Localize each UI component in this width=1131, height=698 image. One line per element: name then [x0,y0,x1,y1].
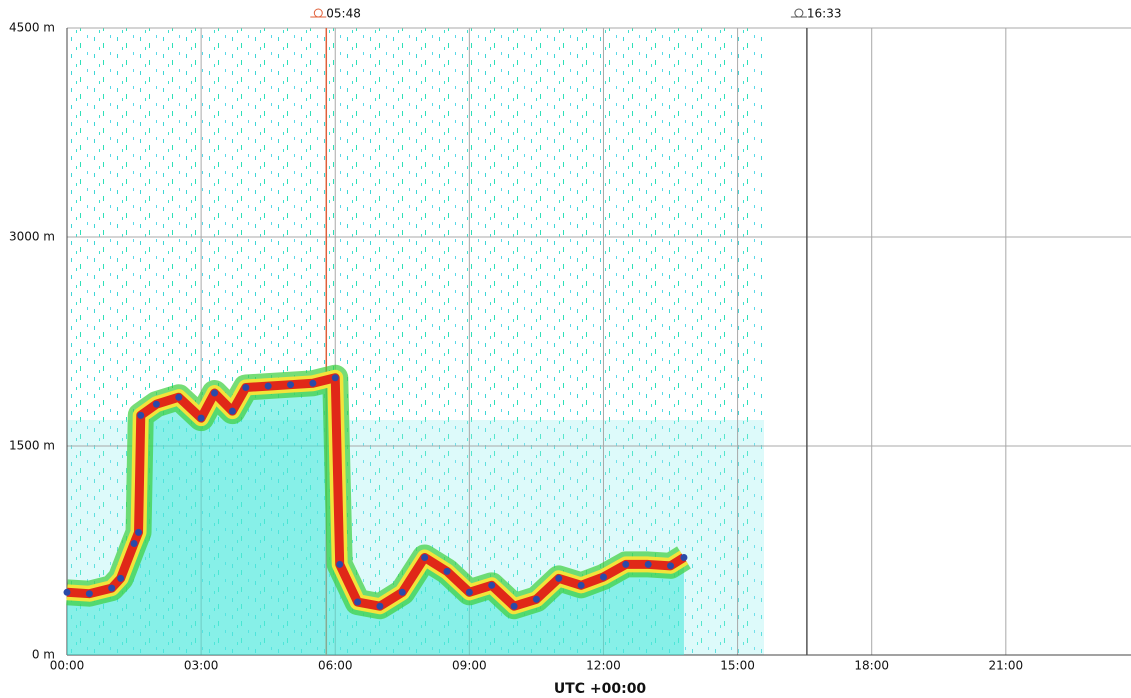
cloud-base-point [533,596,540,603]
cloud-base-point [175,394,182,401]
cloud-base-point [336,561,343,568]
cloud-base-point [622,561,629,568]
sun-time: 16:33 [807,7,842,21]
cloud-base-point [108,585,115,592]
cloud-base-point [680,554,687,561]
cloud-base-point [211,390,218,397]
cloud-base-point [578,582,585,589]
cloud-base-point [421,554,428,561]
cloud-base-point [332,374,339,381]
cloud-base-point [600,573,607,580]
cloud-base-point [667,562,674,569]
sun-icon [795,9,803,17]
cloud-base-point [229,408,236,415]
sun-time: 05:48 [326,7,361,21]
cloud-base-point [354,599,361,606]
sun-icon [314,9,322,17]
cloud-base-point [555,575,562,582]
x-tick-label: 00:00 [50,659,85,673]
cloud-base-point [309,380,316,387]
x-tick-label: 12:00 [586,659,621,673]
cloud-base-point [135,529,142,536]
cloud-base-point [242,384,249,391]
x-tick-label: 21:00 [989,659,1024,673]
y-tick-label: 4500 m [9,21,55,35]
cloud-base-point [117,575,124,582]
chart: UTC +00:00 0 m1500 m3000 m4500 m00:0003:… [0,0,1131,698]
cloud-base-point [153,401,160,408]
cloud-base-point [86,590,93,597]
x-tick-label: 06:00 [318,659,353,673]
x-tick-label: 18:00 [854,659,889,673]
cloud-base-point [198,415,205,422]
cloud-base-point [376,603,383,610]
cloud-base-point [488,582,495,589]
x-axis-title: UTC +00:00 [554,681,647,697]
cloud-base-point [131,540,138,547]
y-tick-label: 3000 m [9,230,55,244]
cloud-base-point [265,383,272,390]
x-tick-label: 09:00 [452,659,487,673]
cloud-base-point [466,589,473,596]
y-tick-label: 1500 m [9,439,55,453]
x-tick-label: 03:00 [184,659,219,673]
x-tick-label: 15:00 [720,659,755,673]
cloud-base-point [399,589,406,596]
cloud-base-point [137,412,144,419]
cloud-base-point [511,603,518,610]
cloud-base-point [64,589,71,596]
cloud-base-point [444,568,451,575]
cloud-base-point [645,561,652,568]
cloud-base-point [287,381,294,388]
